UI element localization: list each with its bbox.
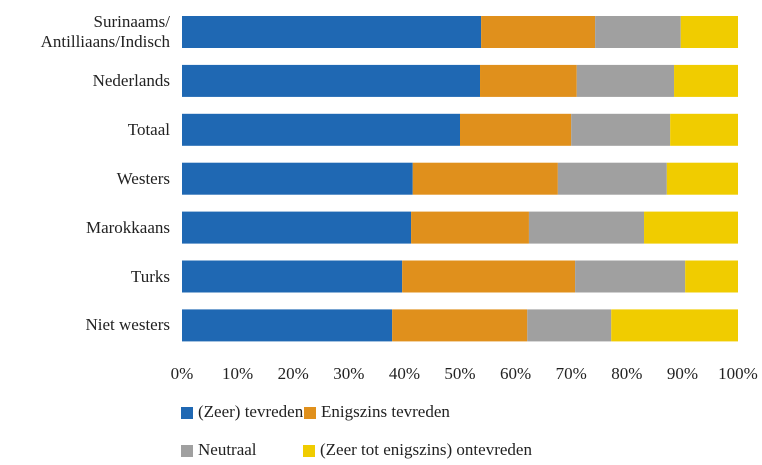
bar-segment <box>595 16 681 48</box>
x-tick-label: 40% <box>389 364 420 383</box>
bar-segment <box>575 260 686 293</box>
bar-segment <box>182 64 481 97</box>
bar-segment <box>480 64 577 97</box>
bar-segment <box>527 309 612 342</box>
legend-label: (Zeer tot enigszins) ontevreden <box>320 440 532 459</box>
bar-segment <box>680 16 738 48</box>
x-tick-label: 30% <box>333 364 364 383</box>
bar-segment <box>666 162 738 195</box>
bar-segment <box>460 113 572 146</box>
x-tick-label: 50% <box>444 364 475 383</box>
bar-segment <box>182 211 412 244</box>
bar-segment <box>411 211 529 244</box>
x-tick-label: 70% <box>556 364 587 383</box>
y-tick-label: Surinaams/ Antilliaans/Indisch <box>40 12 170 51</box>
y-tick-label: Marokkaans <box>85 217 170 237</box>
x-tick-label: 10% <box>222 364 253 383</box>
legend-label: Neutraal <box>198 440 257 459</box>
bar-segment <box>182 16 482 48</box>
x-tick-label: 60% <box>500 364 531 383</box>
legend-swatch <box>303 445 315 457</box>
legend-swatch <box>181 445 193 457</box>
y-tick-label: Totaal <box>127 119 170 139</box>
bar-segment <box>392 309 528 342</box>
bar-segment <box>182 309 393 342</box>
x-tick-label: 0% <box>171 364 194 383</box>
bar-segment <box>402 260 576 293</box>
bar-segment <box>571 113 671 146</box>
x-tick-label: 80% <box>611 364 642 383</box>
y-tick-label: Turks <box>130 266 170 286</box>
bar-segment <box>182 113 460 146</box>
bar-segment <box>670 113 738 146</box>
legend-label: (Zeer) tevreden <box>198 402 304 421</box>
bar-segment <box>182 162 413 195</box>
bar-segment <box>611 309 738 342</box>
bar-segment <box>481 16 596 48</box>
y-tick-label: Niet westers <box>85 315 170 335</box>
bar-segment <box>576 64 675 97</box>
bar-segment <box>674 64 738 97</box>
legend-swatch <box>304 407 316 419</box>
y-tick-label: Westers <box>116 168 170 188</box>
legend-label: Enigszins tevreden <box>321 402 450 421</box>
x-tick-label: 100% <box>718 364 758 383</box>
bar-segment <box>557 162 667 195</box>
legend-swatch <box>181 407 193 419</box>
bar-segment <box>412 162 558 195</box>
x-tick-label: 90% <box>667 364 698 383</box>
bar-segment <box>685 260 738 293</box>
bar-segment <box>644 211 738 244</box>
x-tick-label: 20% <box>278 364 309 383</box>
bar-segment <box>528 211 645 244</box>
y-tick-label: Nederlands <box>92 70 170 90</box>
bar-segment <box>182 260 403 293</box>
